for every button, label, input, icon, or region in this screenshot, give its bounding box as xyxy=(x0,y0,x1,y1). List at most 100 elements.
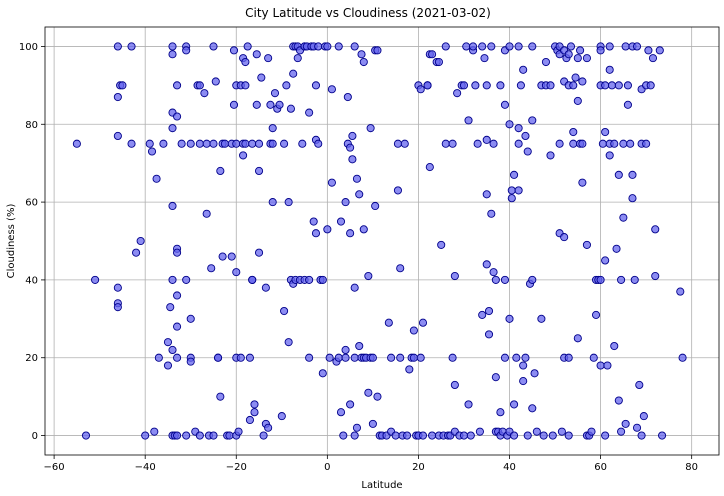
data-point xyxy=(646,81,655,90)
data-point xyxy=(163,338,173,347)
data-point xyxy=(598,139,607,148)
data-point xyxy=(232,268,241,277)
data-point xyxy=(248,139,257,148)
data-point xyxy=(482,190,491,199)
data-point xyxy=(546,151,555,160)
data-point xyxy=(507,194,516,203)
data-point xyxy=(323,42,332,51)
x-tick-label: 60 xyxy=(594,462,607,473)
data-point xyxy=(264,423,273,432)
data-point xyxy=(173,81,182,90)
data-point xyxy=(213,353,223,362)
data-point xyxy=(311,229,321,238)
data-point xyxy=(644,46,653,55)
grid xyxy=(45,27,719,455)
data-point xyxy=(471,81,480,90)
data-point xyxy=(516,81,525,90)
data-point xyxy=(617,427,626,436)
data-point xyxy=(510,170,519,179)
data-point xyxy=(651,271,660,281)
data-point xyxy=(676,287,685,296)
data-point xyxy=(539,431,548,440)
data-point xyxy=(352,174,362,183)
data-point xyxy=(232,139,241,148)
data-point xyxy=(298,139,307,148)
data-point xyxy=(359,225,368,234)
y-tick-label: 100 xyxy=(19,42,38,53)
data-point xyxy=(350,42,359,51)
data-point xyxy=(220,139,229,148)
data-point xyxy=(275,100,284,109)
data-point xyxy=(229,100,239,109)
data-point xyxy=(248,275,257,284)
data-point xyxy=(343,92,352,102)
y-tick-label: 60 xyxy=(25,198,38,209)
data-point xyxy=(589,353,598,362)
data-point xyxy=(510,400,519,409)
data-point xyxy=(168,124,177,133)
data-point xyxy=(284,198,293,207)
data-point xyxy=(91,275,100,284)
data-point xyxy=(623,100,632,109)
x-tick-label: 80 xyxy=(685,462,698,473)
data-point xyxy=(186,139,195,148)
data-point xyxy=(393,139,402,148)
data-point xyxy=(564,431,573,440)
data-point xyxy=(428,431,437,440)
data-point xyxy=(373,46,382,55)
data-point xyxy=(159,139,168,148)
data-point xyxy=(225,431,234,440)
data-point xyxy=(469,42,478,51)
data-point xyxy=(346,143,355,152)
data-point xyxy=(168,275,177,284)
data-point xyxy=(614,170,623,179)
data-point xyxy=(500,353,510,362)
data-point xyxy=(409,326,418,335)
data-point xyxy=(254,248,264,257)
data-point xyxy=(352,423,362,432)
data-point xyxy=(216,166,225,176)
data-point xyxy=(81,431,91,440)
data-point xyxy=(72,139,81,148)
x-tick-label: −60 xyxy=(44,462,65,473)
y-tick-label: 80 xyxy=(25,120,38,131)
data-point xyxy=(145,139,154,148)
data-point xyxy=(601,127,610,137)
data-point xyxy=(619,139,628,148)
data-point xyxy=(607,81,617,90)
data-point xyxy=(437,240,446,249)
x-tick-label: 40 xyxy=(503,462,516,473)
data-point xyxy=(648,54,658,63)
data-point xyxy=(336,217,346,226)
data-point xyxy=(150,427,159,436)
data-point xyxy=(229,46,239,55)
data-point xyxy=(555,139,564,148)
data-point xyxy=(573,96,582,105)
data-point xyxy=(400,139,409,148)
data-point xyxy=(614,81,623,90)
data-point xyxy=(241,139,250,148)
data-point xyxy=(234,427,243,436)
data-point xyxy=(434,57,443,67)
data-point xyxy=(521,131,530,140)
y-axis-label: Cloudiness (%) xyxy=(6,204,17,279)
data-point xyxy=(605,151,614,160)
data-point xyxy=(373,392,382,401)
data-point xyxy=(252,50,261,59)
data-point xyxy=(541,57,551,67)
data-point xyxy=(257,73,266,82)
data-point xyxy=(564,353,573,362)
data-point xyxy=(236,353,245,362)
data-point xyxy=(163,361,173,370)
axis-ticks: −60 −40 −20 0 20 40 60 80 0 20 40 60 80 100 xyxy=(19,42,698,473)
data-point xyxy=(141,431,150,440)
data-point xyxy=(284,338,293,347)
data-point xyxy=(569,127,578,137)
data-point xyxy=(478,42,487,51)
data-point xyxy=(334,42,343,51)
data-point xyxy=(168,345,177,355)
data-point xyxy=(209,431,218,440)
data-point xyxy=(639,412,648,421)
data-point xyxy=(621,42,630,51)
